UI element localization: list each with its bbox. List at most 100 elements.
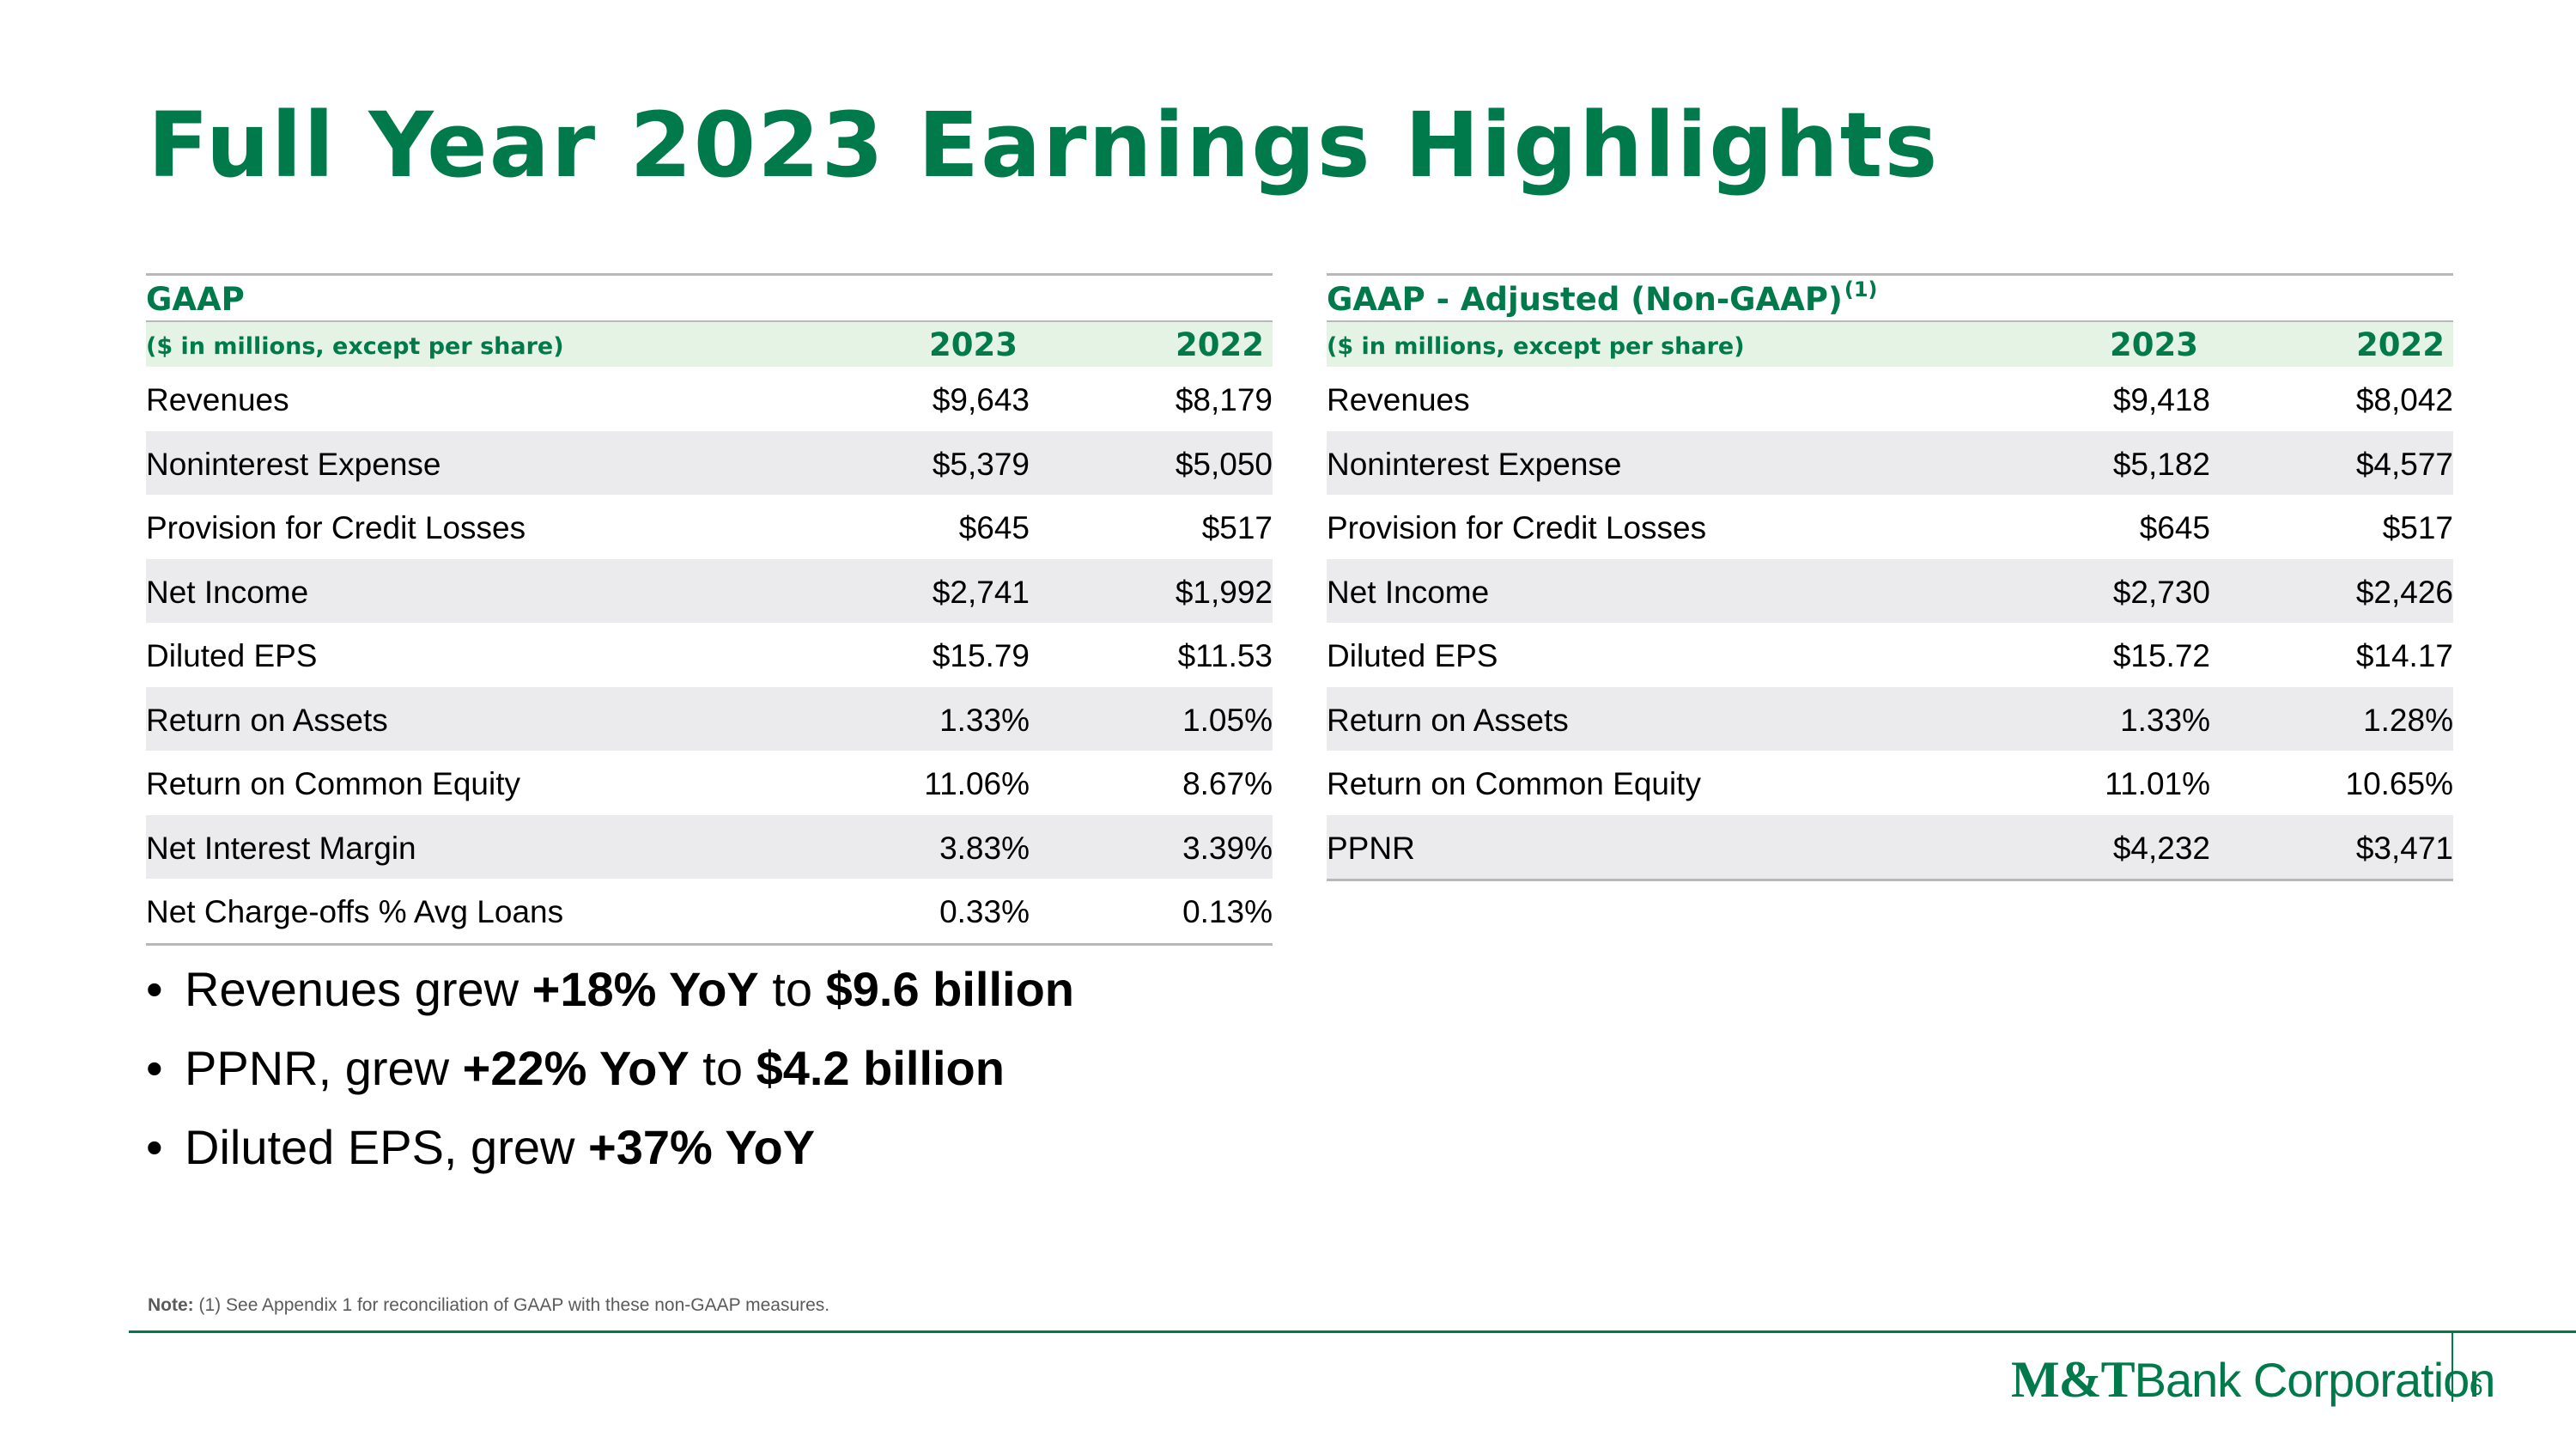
table-row: Return on Assets 1.33% 1.05% [146, 686, 1273, 751]
value-2023: $15.72 [2112, 638, 2210, 673]
value-2022: 0.13% [1182, 894, 1273, 929]
table-row: Diluted EPS $15.72 $14.17 [1327, 623, 2453, 687]
highlight-part: $4.2 billion [756, 1041, 1005, 1095]
column-header-2022: 2022 [2356, 326, 2445, 363]
highlight-item: Diluted EPS, grew +37% YoY [146, 1118, 1074, 1197]
value-2022: 8.67% [1182, 766, 1273, 801]
value-2022: 10.65% [2345, 766, 2454, 801]
highlight-part: +18% YoY [532, 962, 759, 1016]
highlights-list: Revenues grew +18% YoY to $9.6 billionPP… [146, 960, 1074, 1197]
table-body: Revenues $9,418 $8,042 Noninterest Expense $… [1327, 367, 2453, 881]
page-title: Full Year 2023 Earnings Highlights [148, 93, 1940, 198]
table-row: Net Charge-offs % Avg Loans 0.33% 0.13% [146, 879, 1273, 943]
table-body: Revenues $9,643 $8,179 Noninterest Expense $… [146, 367, 1273, 946]
row-label: Return on Common Equity [146, 766, 520, 801]
units-label: ($ in millions, except per share) [1327, 333, 1745, 360]
table-title-text: GAAP - Adjusted (Non-GAAP) [1327, 281, 1843, 318]
table-row: Net Income $2,741 $1,992 [146, 558, 1273, 623]
value-2023: $645 [2139, 510, 2210, 545]
value-2023: $9,418 [2112, 382, 2210, 417]
value-2022: 1.28% [2363, 702, 2453, 738]
highlight-part: $9.6 billion [825, 962, 1074, 1016]
adjusted-table: GAAP - Adjusted (Non-GAAP)(1) ($ in mill… [1327, 273, 2453, 881]
footnote-mark: (1) [1844, 277, 1878, 301]
value-2023: $9,643 [932, 382, 1030, 417]
value-2023: $15.79 [932, 638, 1030, 673]
highlight-part: Diluted EPS, grew [185, 1120, 588, 1174]
column-header-2023: 2023 [929, 326, 1018, 363]
value-2022: $1,992 [1175, 574, 1273, 610]
value-2022: 3.39% [1182, 830, 1273, 866]
value-2022: $14.17 [2355, 638, 2453, 673]
highlight-part: to [758, 962, 826, 1016]
row-label: Diluted EPS [1327, 638, 1498, 673]
highlight-item: Revenues grew +18% YoY to $9.6 billion [146, 960, 1074, 1039]
value-2023: 11.06% [924, 766, 1030, 801]
row-label: Return on Assets [1327, 702, 1569, 738]
highlight-part: Revenues grew [185, 962, 532, 1016]
row-label: Net Income [1327, 574, 1490, 610]
row-label: Net Income [146, 574, 309, 610]
row-label: Revenues [146, 382, 289, 417]
value-2023: $4,232 [2112, 830, 2210, 866]
value-2022: $4,577 [2355, 446, 2453, 482]
table-row: Revenues $9,418 $8,042 [1327, 367, 2453, 431]
row-label: Net Charge-offs % Avg Loans [146, 894, 564, 929]
table-row: Revenues $9,643 $8,179 [146, 367, 1273, 431]
company-logo: M&TBank Corporation [2011, 1350, 2496, 1408]
gaap-table: GAAP ($ in millions, except per share) 2… [146, 273, 1273, 946]
value-2023: 0.33% [939, 894, 1030, 929]
table-title-bar: GAAP - Adjusted (Non-GAAP)(1) [1327, 273, 2453, 322]
row-label: Noninterest Expense [1327, 446, 1622, 482]
highlight-part: to [689, 1041, 756, 1095]
table-title: GAAP - Adjusted (Non-GAAP)(1) [1327, 277, 1878, 318]
row-label: Return on Common Equity [1327, 766, 1701, 801]
table-row: Noninterest Expense $5,182 $4,577 [1327, 430, 2453, 495]
table-header: ($ in millions, except per share) 2023 2… [146, 322, 1273, 367]
highlight-part: +22% YoY [462, 1041, 690, 1095]
value-2022: $3,471 [2355, 830, 2453, 866]
page-number: 6 [2470, 1373, 2483, 1400]
table-row: Provision for Credit Losses $645 $517 [1327, 495, 2453, 559]
row-label: Return on Assets [146, 702, 388, 738]
value-2022: $11.53 [1177, 638, 1273, 673]
units-label: ($ in millions, except per share) [146, 333, 564, 360]
value-2022: $5,050 [1175, 446, 1273, 482]
value-2023: 1.33% [2120, 702, 2210, 738]
value-2022: $8,179 [1175, 382, 1273, 417]
table-row: Net Income $2,730 $2,426 [1327, 558, 2453, 623]
table-row: Net Interest Margin 3.83% 3.39% [146, 814, 1273, 879]
value-2022: $2,426 [2355, 574, 2453, 610]
note-text: (1) See Appendix 1 for reconciliation of… [193, 1295, 830, 1315]
footer-rule [129, 1330, 2576, 1333]
note-label: Note: [148, 1295, 194, 1315]
highlight-item: PPNR, grew +22% YoY to $4.2 billion [146, 1039, 1074, 1118]
table-row: Noninterest Expense $5,379 $5,050 [146, 430, 1273, 495]
value-2022: 1.05% [1182, 702, 1273, 738]
value-2022: $8,042 [2355, 382, 2453, 417]
highlight-part: PPNR, grew [185, 1041, 463, 1095]
row-label: Diluted EPS [146, 638, 318, 673]
column-header-2022: 2022 [1176, 326, 1264, 363]
value-2022: $517 [2382, 510, 2453, 545]
table-row: Return on Common Equity 11.01% 10.65% [1327, 751, 2453, 815]
column-header-2023: 2023 [2110, 326, 2198, 363]
table-row: Diluted EPS $15.79 $11.53 [146, 623, 1273, 687]
row-label: Net Interest Margin [146, 830, 416, 866]
highlight-part: +37% YoY [587, 1120, 816, 1174]
row-label: Provision for Credit Losses [146, 510, 526, 545]
value-2023: $645 [958, 510, 1030, 545]
value-2023: 1.33% [939, 702, 1030, 738]
value-2023: $2,741 [932, 574, 1030, 610]
value-2023: $5,379 [932, 446, 1030, 482]
footnote: Note: (1) See Appendix 1 for reconciliat… [148, 1295, 829, 1316]
row-label: Revenues [1327, 382, 1470, 417]
table-row: Return on Common Equity 11.06% 8.67% [146, 751, 1273, 815]
logo-text: Bank Corporation [2134, 1353, 2496, 1407]
value-2023: 3.83% [939, 830, 1030, 866]
value-2023: $2,730 [2112, 574, 2210, 610]
table-title: GAAP [146, 281, 245, 318]
table-row: Return on Assets 1.33% 1.28% [1327, 686, 2453, 751]
row-label: PPNR [1327, 830, 1415, 866]
table-row: PPNR $4,232 $3,471 [1327, 814, 2453, 879]
